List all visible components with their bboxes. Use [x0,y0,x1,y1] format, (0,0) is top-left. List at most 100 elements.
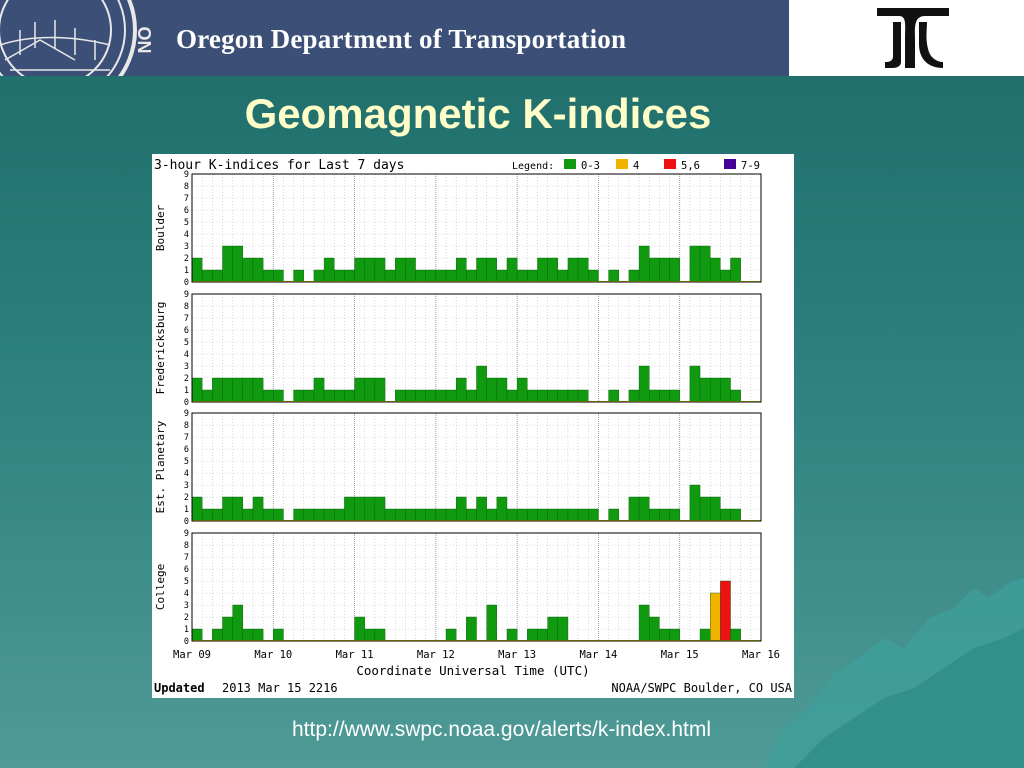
source-url[interactable]: http://www.swpc.noaa.gov/alerts/k-index.… [292,718,712,741]
station-label: Boulder [154,204,167,251]
legend-entry: 7-9 [741,160,760,172]
bar [364,257,376,283]
bar [496,377,508,403]
x-tick-label: Mar 15 [661,649,699,661]
bar [649,257,660,283]
bar [699,245,711,283]
bar [577,508,589,522]
mountain-decoration [764,578,1024,768]
y-tick-label: 6 [184,445,189,455]
bar [537,628,548,642]
legend-swatch [564,159,576,169]
bar [222,616,233,642]
bar [730,257,741,283]
bar [506,389,518,403]
panel-boulder: 0 1 2 3 4 5 6 7 8 9 Boulder [154,170,762,288]
bar [557,508,569,522]
bar [506,628,518,642]
bar [567,508,579,522]
bar [313,269,325,283]
bar [201,508,213,522]
bar [201,269,213,283]
legend-entry: 0-3 [581,160,600,172]
bar [466,508,477,522]
bar [354,377,365,403]
bar [364,377,376,403]
bar [527,269,538,283]
bar [669,257,680,283]
legend-entry: 4 [633,160,639,172]
bar [689,365,701,403]
bar [252,257,264,283]
bar [699,628,711,642]
y-tick-label: 5 [184,218,189,228]
y-tick-label: 3 [184,242,189,252]
bar [313,377,325,403]
bar [638,604,650,642]
bar [445,389,457,403]
bar [334,389,345,403]
bar [242,628,254,642]
bar [212,269,223,283]
bar [588,508,599,522]
y-tick-label: 5 [184,338,189,348]
y-tick-label: 1 [184,625,189,635]
bar [201,389,213,403]
panel-frame [191,173,762,283]
bar [445,508,457,522]
bar [405,389,416,403]
bar [516,377,528,403]
bar [669,389,680,403]
y-tick-label: 9 [184,529,189,539]
bar [273,269,284,283]
bar [588,269,599,283]
bar [730,389,741,403]
y-tick-label: 9 [184,290,189,300]
bar [354,257,365,283]
panel-frame [191,532,762,642]
station-label: College [154,564,167,610]
y-tick-label: 5 [184,577,189,587]
bar [659,257,670,283]
panel-fredericksburg: 0 1 2 3 4 5 6 7 8 9 Fredericksburg [154,290,762,408]
bar [242,508,254,522]
bar [364,496,376,522]
odot-logo-icon [877,8,949,68]
bar [435,508,447,522]
bar [689,484,701,522]
bar [354,616,365,642]
bar [273,389,284,403]
x-tick-label: Mar 13 [498,649,536,661]
bar [191,257,203,283]
bar [608,389,619,403]
bar [445,269,457,283]
bar [608,269,619,283]
panel-college: 0 1 2 3 4 5 6 7 8 9 College [154,529,762,647]
bar [415,508,426,522]
station-label: Fredericksburg [154,302,167,395]
bar [435,389,447,403]
bar [222,245,233,283]
bar [557,389,569,403]
bar [527,389,538,403]
y-tick-label: 2 [184,254,189,264]
bar [547,508,558,522]
y-tick-label: 8 [184,302,189,312]
bar [344,269,355,283]
bar [496,496,508,522]
y-tick-label: 3 [184,481,189,491]
bar [466,269,477,283]
bar [709,496,721,522]
bar [425,389,437,403]
bar [466,389,477,403]
bar [232,377,244,403]
bar [323,508,335,522]
panel-frame [191,412,762,522]
bar [476,496,487,522]
y-tick-label: 8 [184,541,189,551]
x-axis-label: Coordinate Universal Time (UTC) [356,663,589,678]
y-tick-label: 7 [184,553,189,563]
bar [577,389,589,403]
bar [537,508,548,522]
legend-swatch [664,159,676,169]
